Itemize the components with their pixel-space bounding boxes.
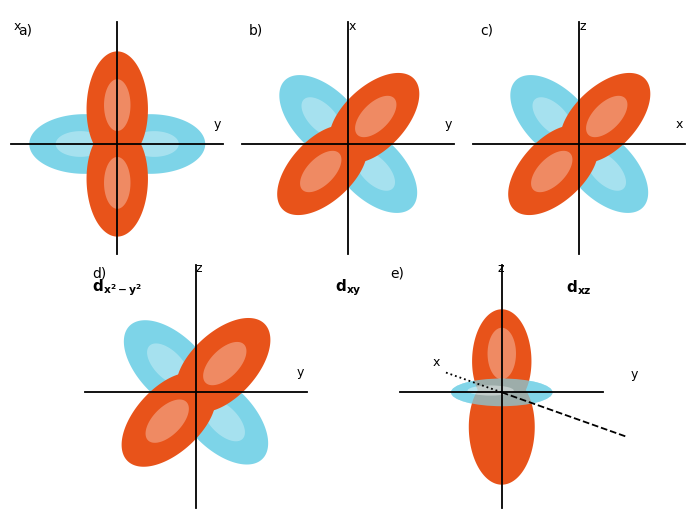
Polygon shape: [104, 157, 130, 209]
Polygon shape: [87, 51, 148, 156]
Polygon shape: [469, 381, 535, 484]
Text: y: y: [444, 118, 452, 131]
Ellipse shape: [468, 386, 514, 396]
Polygon shape: [355, 96, 396, 137]
Polygon shape: [561, 126, 648, 213]
Polygon shape: [176, 318, 270, 412]
Text: x: x: [676, 118, 683, 131]
Text: d): d): [92, 266, 106, 280]
Polygon shape: [87, 132, 148, 237]
Text: y: y: [297, 366, 304, 378]
Text: z: z: [498, 263, 504, 276]
Polygon shape: [488, 328, 516, 379]
Polygon shape: [130, 131, 178, 157]
Text: y: y: [631, 368, 638, 382]
Polygon shape: [586, 96, 627, 137]
Polygon shape: [355, 150, 395, 191]
Polygon shape: [489, 404, 514, 450]
Ellipse shape: [451, 378, 552, 406]
Text: z: z: [580, 20, 586, 33]
Text: x: x: [433, 356, 440, 369]
Polygon shape: [279, 75, 366, 162]
Polygon shape: [29, 114, 128, 174]
Polygon shape: [124, 320, 215, 412]
Polygon shape: [302, 97, 342, 138]
Text: c): c): [480, 23, 493, 38]
Polygon shape: [510, 75, 597, 162]
Polygon shape: [533, 97, 573, 138]
Text: y: y: [214, 118, 221, 131]
Text: $\mathbf{d_{xz}}$: $\mathbf{d_{xz}}$: [566, 278, 592, 297]
Text: $\mathbf{d_{xy}}$: $\mathbf{d_{xy}}$: [335, 278, 362, 298]
Text: e): e): [391, 266, 405, 280]
Ellipse shape: [451, 378, 552, 406]
Polygon shape: [472, 309, 531, 403]
Polygon shape: [106, 114, 205, 174]
Polygon shape: [531, 151, 573, 192]
Polygon shape: [586, 150, 626, 191]
Polygon shape: [56, 131, 105, 157]
Polygon shape: [146, 400, 189, 443]
Text: b): b): [249, 23, 263, 38]
Polygon shape: [330, 73, 419, 163]
Text: z: z: [196, 263, 202, 276]
Polygon shape: [203, 399, 245, 442]
Polygon shape: [561, 73, 650, 163]
Polygon shape: [203, 342, 246, 385]
Text: $\mathbf{d_{x^2 - y^2}}$: $\mathbf{d_{x^2 - y^2}}$: [92, 278, 142, 298]
Text: a): a): [18, 23, 32, 38]
Polygon shape: [147, 343, 189, 386]
Polygon shape: [122, 373, 216, 467]
Ellipse shape: [468, 386, 514, 396]
Text: x: x: [13, 20, 21, 33]
Polygon shape: [330, 126, 417, 213]
Polygon shape: [508, 125, 598, 215]
Text: x: x: [349, 20, 356, 33]
Polygon shape: [277, 125, 367, 215]
Polygon shape: [104, 79, 130, 131]
Polygon shape: [177, 373, 268, 464]
Polygon shape: [300, 151, 342, 192]
